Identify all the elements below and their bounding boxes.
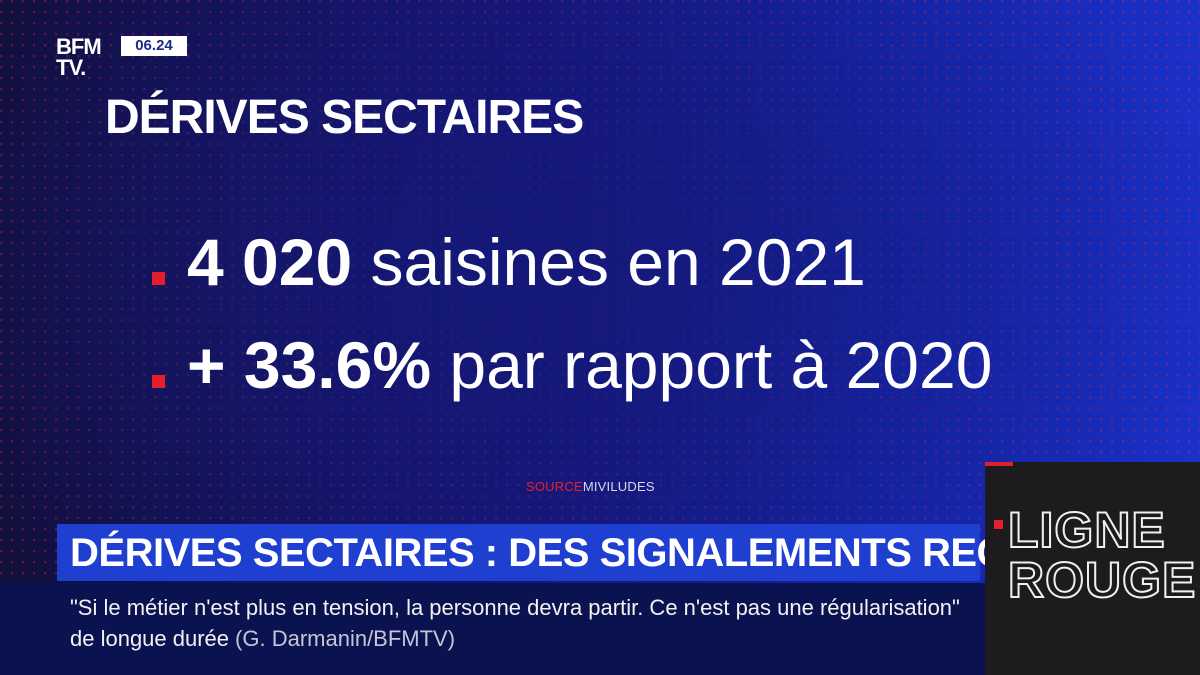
inset-red-square-icon bbox=[994, 520, 1003, 529]
source-value: MIVILUDES bbox=[582, 479, 655, 494]
stat-number: 4 020 bbox=[187, 225, 353, 299]
logo-line2: TV. bbox=[56, 55, 86, 80]
bullet-square-icon bbox=[152, 272, 165, 285]
program-inset bbox=[985, 462, 1200, 675]
headline-band bbox=[57, 524, 980, 581]
graphic-title: DÉRIVES SECTAIRES bbox=[105, 91, 584, 144]
source-credit: SOURCEMIVILUDES bbox=[526, 479, 655, 494]
headline: DÉRIVES SECTAIRES : DES SIGNALEMENTS REC… bbox=[70, 531, 1093, 575]
bullet-square-icon bbox=[152, 375, 165, 388]
program-line2: ROUGE bbox=[1007, 552, 1197, 608]
logo-line1: BFM bbox=[56, 34, 102, 59]
stat-text: par rapport à 2020 bbox=[431, 328, 993, 402]
stat-bullet-1: 4 020 saisines en 2021 bbox=[152, 224, 1112, 300]
stat-text: saisines en 2021 bbox=[352, 225, 866, 299]
bfmtv-logo: BFM TV. bbox=[56, 34, 116, 80]
quote-text: "Si le métier n'est plus en tension, la … bbox=[70, 595, 960, 651]
source-label: SOURCE bbox=[526, 479, 583, 494]
quote-ticker: "Si le métier n'est plus en tension, la … bbox=[70, 592, 975, 654]
quote-attribution: (G. Darmanin/BFMTV) bbox=[235, 626, 456, 651]
inset-red-stripe bbox=[985, 462, 1013, 466]
ticker-band bbox=[0, 583, 985, 675]
program-line1: LIGNE bbox=[1007, 502, 1166, 558]
clock-badge: 06.24 bbox=[121, 36, 187, 56]
program-title: LIGNE ROUGE bbox=[1007, 502, 1197, 608]
stat-number: + 33.6% bbox=[187, 328, 432, 402]
stat-bullet-2: + 33.6% par rapport à 2020 bbox=[152, 327, 1112, 403]
